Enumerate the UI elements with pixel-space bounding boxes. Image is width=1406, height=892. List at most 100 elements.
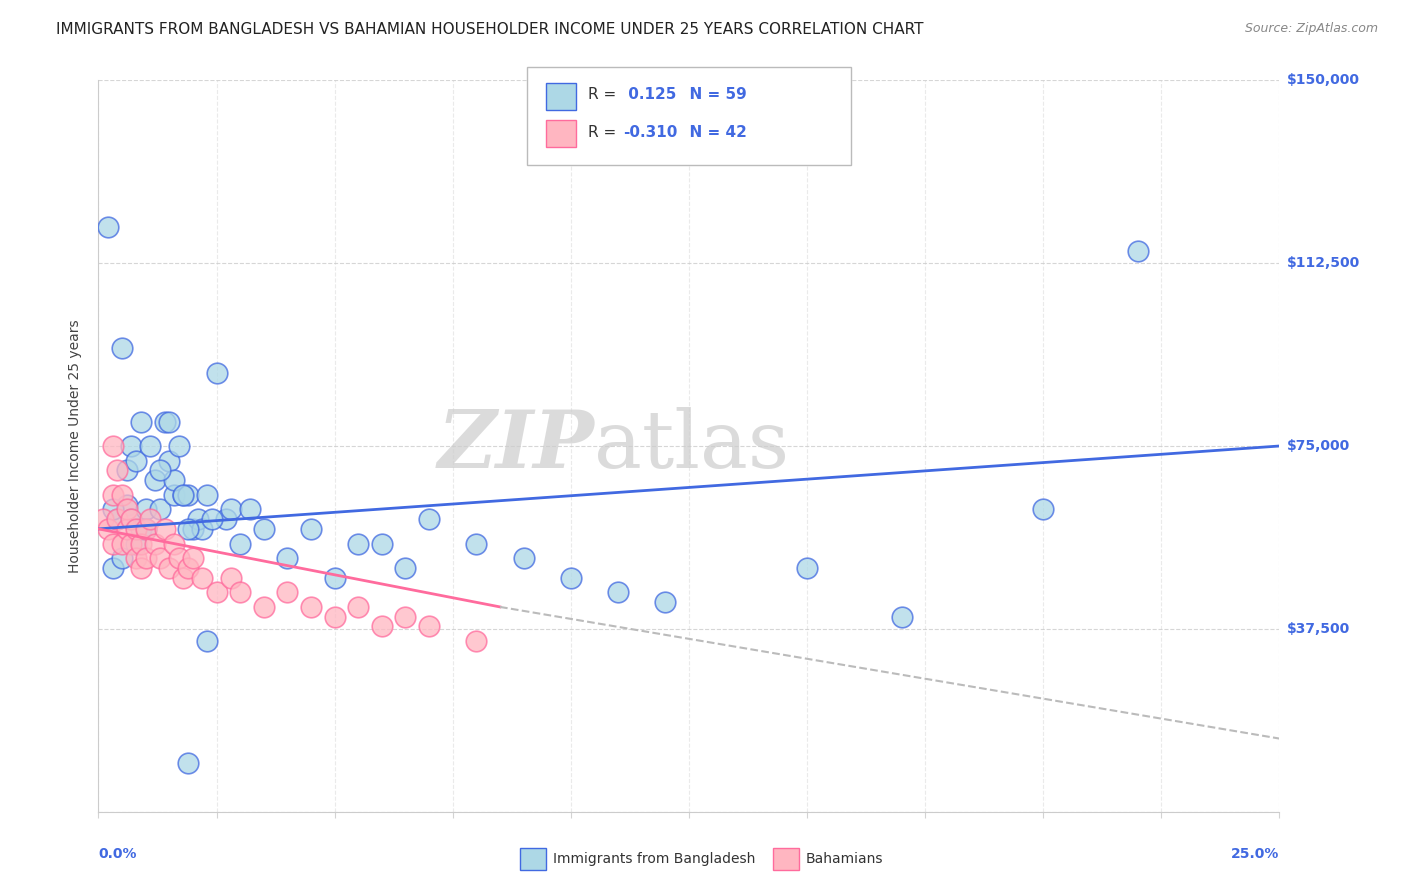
Point [167,439,190,453]
Point [172,488,194,502]
Point [371,536,394,550]
Point [121,439,143,453]
Text: R =: R = [588,125,621,140]
Point [253,599,276,614]
Point [149,551,172,566]
Point [135,502,157,516]
Point [177,756,200,770]
Text: N = 42: N = 42 [679,125,747,140]
Point [205,366,228,380]
Text: Source: ZipAtlas.com: Source: ZipAtlas.com [1244,22,1378,36]
Point [121,512,143,526]
Text: -0.310: -0.310 [623,125,678,140]
Text: Bahamians: Bahamians [806,852,883,866]
Text: 0.0%: 0.0% [98,847,136,862]
Point [394,561,416,575]
Point [129,536,152,550]
Point [121,536,143,550]
Point [465,536,488,550]
Point [149,502,172,516]
Point [323,609,346,624]
Point [101,488,124,502]
Point [153,522,176,536]
Point [172,488,194,502]
Point [177,561,200,575]
Point [101,561,124,575]
Text: ZIP: ZIP [437,408,595,484]
Point [129,522,152,536]
Point [205,585,228,599]
Point [105,512,128,526]
Point [153,415,176,429]
Point [465,634,488,648]
Point [139,512,162,526]
Point [323,571,346,585]
Point [201,512,224,526]
Point [195,488,218,502]
Point [121,512,143,526]
Point [219,571,242,585]
Point [101,439,124,453]
Point [143,536,166,550]
Text: $150,000: $150,000 [1286,73,1360,87]
Text: Immigrants from Bangladesh: Immigrants from Bangladesh [553,852,755,866]
Point [157,453,180,467]
Point [181,522,204,536]
Text: 0.125: 0.125 [623,87,676,103]
Point [796,561,818,575]
Point [177,522,200,536]
Point [654,595,676,609]
Point [229,536,252,550]
Point [105,463,128,477]
Point [129,415,152,429]
Point [177,488,200,502]
Point [115,502,138,516]
Point [347,599,370,614]
Point [163,536,186,550]
Point [115,498,138,512]
Point [299,599,322,614]
Point [111,488,134,502]
Point [125,551,148,566]
Point [143,473,166,487]
Point [890,609,912,624]
Point [111,551,134,566]
Point [560,571,582,585]
Point [219,502,242,516]
Point [135,551,157,566]
Point [157,415,180,429]
Text: N = 59: N = 59 [679,87,747,103]
Point [129,561,152,575]
Point [181,551,204,566]
Y-axis label: Householder Income Under 25 years: Householder Income Under 25 years [69,319,83,573]
Point [135,522,157,536]
Point [418,512,440,526]
Point [91,512,114,526]
Point [111,536,134,550]
Point [347,536,370,550]
Point [97,522,120,536]
Point [125,522,148,536]
Point [125,453,148,467]
Point [191,522,214,536]
Point [139,439,162,453]
Point [97,219,120,234]
Text: R =: R = [588,87,621,103]
Point [149,463,172,477]
Point [371,619,394,633]
Point [111,342,134,356]
Point [157,561,180,575]
Point [229,585,252,599]
Point [1032,502,1054,516]
Point [418,619,440,633]
Point [394,609,416,624]
Text: $37,500: $37,500 [1286,622,1350,636]
Point [195,634,218,648]
Point [115,463,138,477]
Point [163,473,186,487]
Point [299,522,322,536]
Point [167,551,190,566]
Point [239,502,262,516]
Point [187,512,209,526]
Point [101,536,124,550]
